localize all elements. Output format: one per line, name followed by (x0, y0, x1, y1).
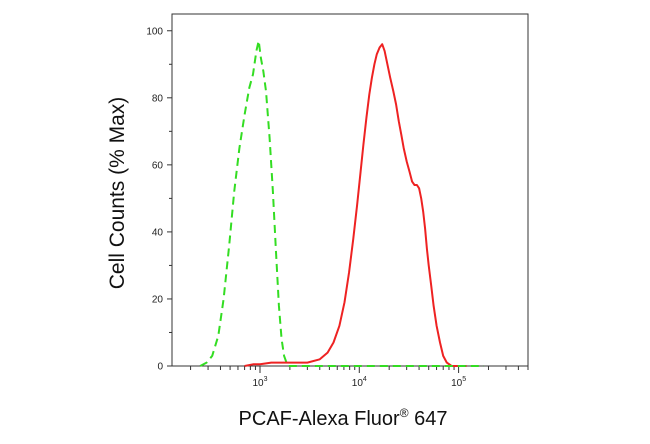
y-tick-label: 0 (157, 362, 163, 373)
x-axis-ticks: 103 104 105 (190, 366, 529, 389)
x-tick-label: 103 (252, 376, 267, 389)
y-tick-label: 80 (152, 93, 164, 104)
plot-frame (171, 13, 529, 367)
y-tick-label: 20 (152, 294, 164, 305)
y-axis-ticks: 0 20 40 60 80 100 (146, 26, 172, 373)
x-axis-title-main: PCAF-Alexa Fluor (239, 408, 400, 430)
plot-border (171, 13, 529, 367)
y-tick-label: 100 (146, 26, 163, 37)
y-axis-title: Cell Counts (% Max) (106, 97, 129, 290)
y-tick-label: 60 (152, 160, 164, 171)
series-2-line (244, 43, 467, 367)
series-layer (199, 39, 484, 367)
y-tick-label: 40 (152, 227, 164, 238)
x-axis-title: PCAF-Alexa Fluor® 647 (239, 406, 448, 430)
x-tick-label: 105 (451, 376, 466, 389)
x-axis-title-registered: ® (400, 406, 409, 420)
series-1-line (199, 39, 290, 367)
x-axis-title-tail: 647 (409, 408, 448, 430)
x-tick-label: 104 (352, 376, 367, 389)
